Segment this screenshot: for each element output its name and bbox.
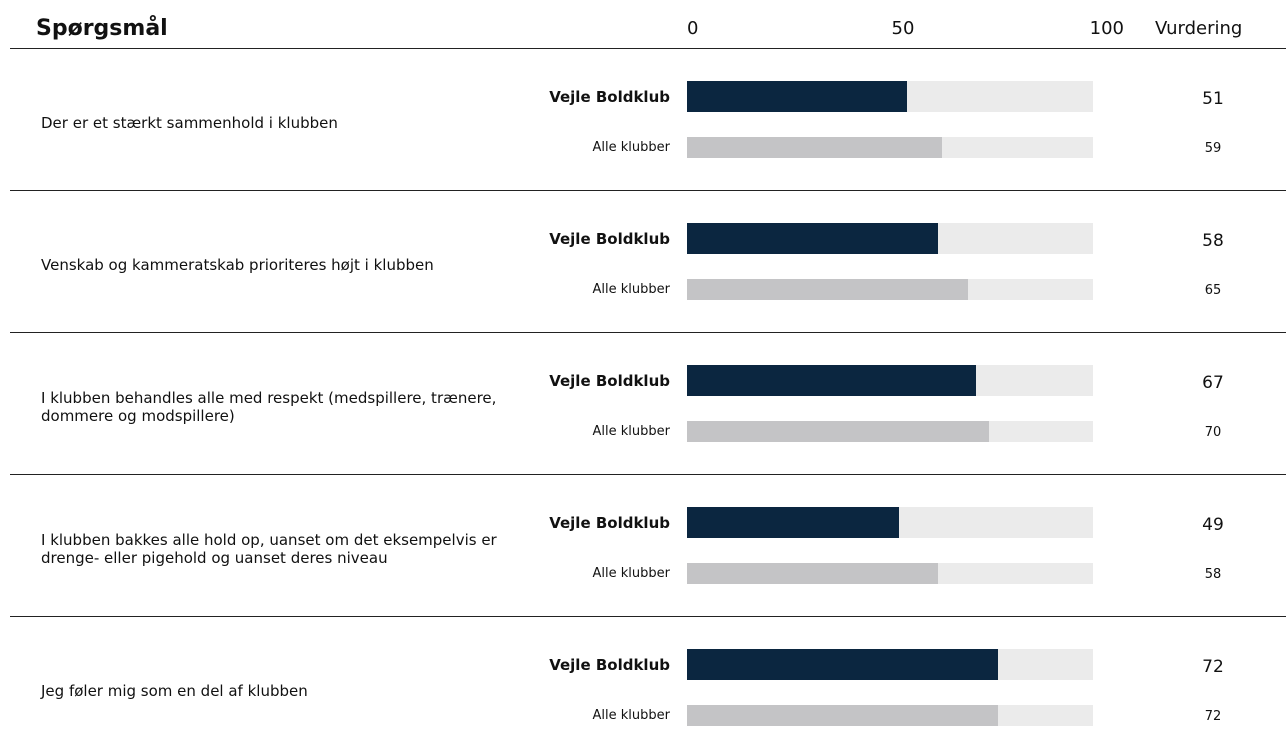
series-label: Vejle Boldklub [549,655,670,674]
bar [687,563,938,584]
row-separator [10,190,1286,191]
question-text: I klubben behandles alle med respekt (me… [41,389,497,425]
series-label: Vejle Boldklub [549,371,670,390]
value-label: 72 [1204,708,1222,724]
value-label: 58 [1204,566,1222,582]
series-label: Alle klubber [592,708,670,723]
question-text: I klubben bakkes alle hold op, uanset om… [41,531,497,567]
series-label: Alle klubber [592,566,670,581]
series-label: Alle klubber [592,282,670,297]
value-column-header: Vurdering [1155,18,1243,39]
value-label: 67 [1202,373,1224,393]
series-label: Alle klubber [592,140,670,155]
series-label: Vejle Boldklub [549,513,670,532]
x-tick-label: 50 [891,18,915,39]
bar [687,705,999,726]
bar [687,279,968,300]
bar [687,137,942,158]
x-tick-label: 0 [687,18,699,39]
row-separator [10,474,1286,475]
value-label: 51 [1202,89,1224,109]
value-label: 49 [1202,515,1224,535]
value-label: 59 [1204,140,1222,156]
bar [687,649,999,680]
chart-title: Spørgsmål [36,16,168,41]
value-label: 58 [1202,231,1224,251]
series-label: Vejle Boldklub [549,87,670,106]
series-label: Vejle Boldklub [549,229,670,248]
bar [687,365,977,396]
bar [687,421,990,442]
bar [687,81,908,112]
series-label: Alle klubber [592,424,670,439]
value-label: 70 [1204,424,1222,440]
value-label: 65 [1204,282,1222,298]
value-label: 72 [1202,657,1224,677]
x-tick-label: 100 [1089,18,1124,39]
header-rule [10,48,1286,49]
bar [687,223,938,254]
question-text: Venskab og kammeratskab prioriteres højt… [41,256,434,274]
question-text: Jeg føler mig som en del af klubben [41,682,308,700]
question-text: Der er et stærkt sammenhold i klubben [41,114,338,132]
row-separator [10,616,1286,617]
row-separator [10,332,1286,333]
bar [687,507,899,538]
